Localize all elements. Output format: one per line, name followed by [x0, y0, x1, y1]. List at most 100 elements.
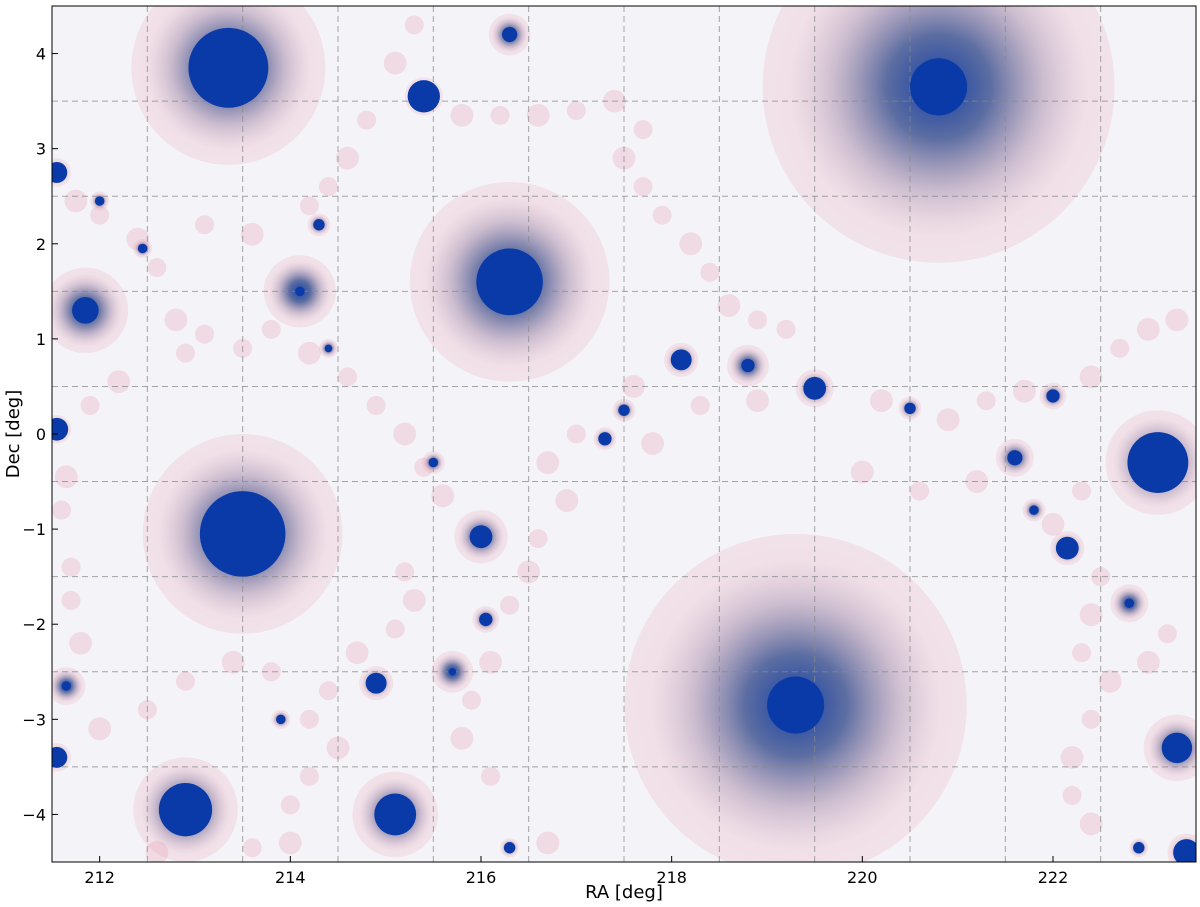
- mask-circle: [345, 641, 369, 665]
- mask-circle: [690, 395, 710, 415]
- mask-circle: [404, 15, 424, 35]
- y-tick-label: 4: [36, 45, 46, 64]
- mask-circle: [336, 146, 359, 170]
- mask-circle: [461, 690, 481, 710]
- mask-circle: [393, 422, 417, 446]
- source-core: [137, 243, 148, 254]
- source-core: [72, 297, 99, 324]
- source-core: [1161, 732, 1193, 764]
- source-core: [479, 612, 493, 627]
- y-tick-label: −1: [22, 520, 46, 539]
- mask-circle: [1157, 624, 1177, 644]
- mask-circle: [869, 389, 893, 413]
- mask-circle: [54, 465, 78, 489]
- x-tick-label: 218: [656, 868, 687, 887]
- mask-circle: [450, 103, 474, 127]
- x-tick-label: 214: [275, 868, 306, 887]
- source-core: [448, 667, 457, 676]
- y-tick-label: 2: [36, 235, 46, 254]
- mask-circle: [299, 766, 319, 786]
- source-core: [803, 376, 827, 400]
- mask-circle: [652, 205, 672, 225]
- source-core: [61, 681, 72, 691]
- y-tick-label: −2: [22, 615, 46, 634]
- source-core: [767, 676, 825, 734]
- mask-circle: [1041, 512, 1065, 536]
- source-core: [313, 219, 325, 231]
- mask-circle: [1079, 365, 1103, 389]
- source-core: [501, 26, 518, 43]
- mask-circle: [633, 120, 653, 140]
- y-axis-label: Dec [deg]: [3, 390, 24, 479]
- mask-circle: [479, 650, 502, 674]
- mask-circle: [175, 671, 195, 691]
- source-core: [1046, 389, 1060, 403]
- source-core: [1173, 839, 1196, 862]
- mask-circle: [490, 105, 510, 125]
- source-core: [52, 161, 68, 183]
- mask-circle: [318, 177, 338, 197]
- mask-circle: [700, 262, 720, 282]
- mask-circle: [555, 489, 579, 512]
- mask-circle: [536, 451, 560, 474]
- source-core: [618, 404, 630, 416]
- x-axis-label: RA [deg]: [585, 882, 663, 903]
- mask-circle: [402, 589, 426, 612]
- source-core: [276, 714, 286, 725]
- mask-circle: [280, 795, 300, 815]
- source-core: [199, 491, 286, 577]
- mask-circle: [1060, 745, 1084, 769]
- mask-circle: [69, 631, 93, 655]
- source-core: [158, 783, 213, 837]
- y-tick-label: 0: [36, 425, 46, 444]
- source-glow: [789, 6, 1089, 237]
- mask-circle: [500, 595, 520, 615]
- mask-circle: [88, 717, 112, 741]
- mask-circle: [1062, 785, 1082, 805]
- plot-content: [52, 6, 1196, 862]
- mask-circle: [776, 319, 796, 339]
- mask-circle: [566, 101, 586, 121]
- mask-circle: [147, 258, 167, 278]
- mask-circle: [1079, 812, 1103, 836]
- mask-circle: [318, 681, 338, 701]
- mask-circle: [61, 590, 81, 610]
- mask-circle: [450, 726, 474, 750]
- x-tick-label: 222: [1038, 868, 1069, 887]
- y-axis-ticks: −4 −3 −2 −1 0 1 2 3 4: [22, 45, 58, 824]
- mask-circle: [195, 324, 215, 344]
- mask-circle: [80, 395, 100, 415]
- mask-circle: [481, 766, 501, 786]
- mask-circle: [747, 310, 767, 330]
- mask-circle: [1110, 338, 1130, 358]
- x-axis-ticks: 212 214 216 218 220 222: [84, 856, 1068, 887]
- source-core: [598, 432, 612, 446]
- mask-circle: [1165, 308, 1189, 332]
- mask-circle: [61, 557, 81, 577]
- source-core: [188, 27, 269, 108]
- grid-layer: [52, 6, 1196, 862]
- mask-circle: [431, 484, 455, 508]
- mask-circle: [299, 196, 319, 216]
- mask-circle: [107, 370, 131, 394]
- source-core: [1007, 450, 1023, 466]
- mask-circle: [299, 709, 319, 729]
- mask-circle: [528, 529, 548, 549]
- source-core: [428, 457, 439, 468]
- y-tick-label: 3: [36, 140, 46, 159]
- mask-circle: [221, 650, 245, 674]
- mask-circle: [633, 177, 653, 197]
- mask-circle: [679, 232, 703, 256]
- mask-circle: [297, 341, 321, 365]
- source-core: [52, 746, 68, 768]
- mask-circle: [366, 395, 386, 415]
- source-core: [904, 402, 916, 415]
- source-core: [365, 672, 387, 694]
- mask-circle: [164, 308, 188, 332]
- source-layer: [52, 26, 1196, 862]
- mask-circle: [261, 319, 281, 339]
- mask-circle: [536, 831, 560, 855]
- source-core: [374, 793, 417, 836]
- mask-circle: [746, 389, 769, 413]
- mask-circle: [936, 408, 960, 432]
